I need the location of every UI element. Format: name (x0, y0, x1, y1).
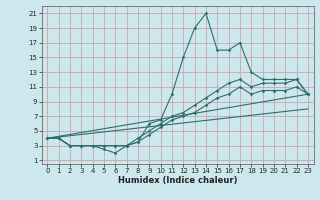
X-axis label: Humidex (Indice chaleur): Humidex (Indice chaleur) (118, 176, 237, 185)
